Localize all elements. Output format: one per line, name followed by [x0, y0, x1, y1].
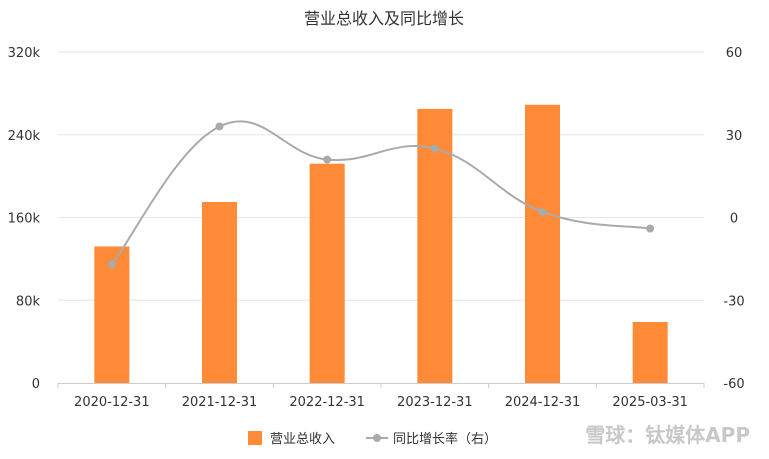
growth-point: [538, 207, 547, 216]
x-tick-label: 2023-12-31: [397, 395, 473, 410]
watermark: 雪球：钛媒体APP: [585, 423, 750, 447]
growth-point: [323, 155, 332, 164]
bar: [309, 163, 345, 383]
legend-swatch-revenue: [248, 431, 262, 445]
y-right-tick-label: 60: [726, 46, 743, 61]
bar: [525, 104, 560, 384]
axes: 0 80k 160k 240k 320k -60 -30 0 30 60 2020-12-31 202…: [8, 46, 745, 410]
y-left-tick-label: 160k: [8, 212, 41, 227]
x-tick-label: 2020-12-31: [74, 395, 150, 410]
growth-line-path: [111, 120, 651, 266]
y-left-tick-label: 240k: [8, 129, 41, 144]
legend-label-revenue: 营业总收入: [270, 432, 335, 447]
y-right-tick-label: 0: [730, 212, 738, 227]
y-left-tick-label: 320k: [8, 46, 41, 61]
grid: [58, 51, 704, 301]
y-right-tick-label: -30: [723, 294, 744, 309]
x-tick-label: 2024-12-31: [505, 395, 581, 410]
legend: 营业总收入 同比增长率（右）: [248, 431, 497, 447]
chart-title: 营业总收入及同比增长: [304, 9, 464, 28]
x-tick-label: 2021-12-31: [182, 395, 258, 410]
bar: [632, 321, 668, 383]
y-left-tick-label: 0: [32, 377, 40, 392]
growth-point: [430, 144, 439, 153]
growth-point: [646, 224, 655, 233]
bar: [94, 246, 130, 383]
growth-point: [215, 122, 224, 131]
x-tick-label: 2022-12-31: [289, 395, 365, 410]
x-tick-label: 2025-03-31: [612, 395, 688, 410]
y-left-tick-label: 80k: [16, 294, 41, 309]
y-right-tick-label: -60: [723, 377, 744, 392]
bar: [417, 108, 453, 383]
growth-point: [107, 260, 116, 269]
y-right-tick-label: 30: [726, 129, 743, 144]
legend-swatch-growth-dot: [373, 434, 381, 442]
growth-line: [107, 120, 655, 269]
legend-label-growth: 同比增长率（右）: [393, 431, 497, 447]
bars: [94, 104, 668, 384]
bar: [202, 201, 237, 383]
